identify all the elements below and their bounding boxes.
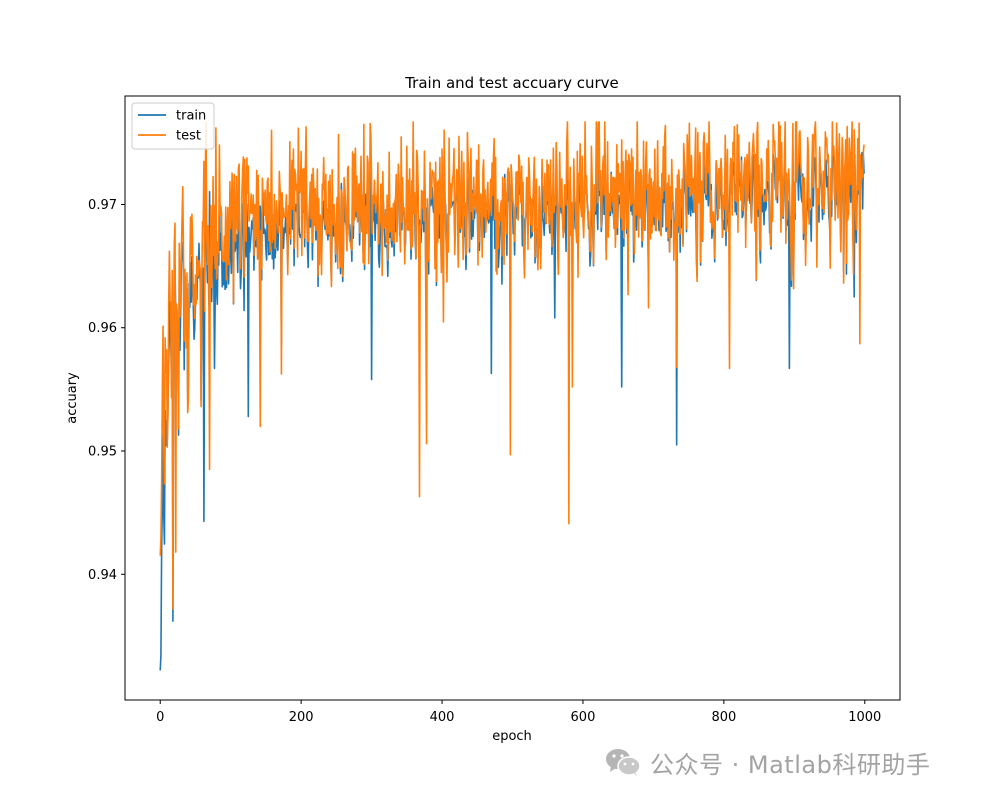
x-tick-label: 800 (711, 710, 736, 725)
x-tick-label: 1000 (848, 710, 881, 725)
x-tick-label: 600 (571, 710, 596, 725)
x-axis-label: epoch (492, 729, 532, 744)
x-tick-label: 0 (156, 710, 164, 725)
x-tick-label: 200 (289, 710, 314, 725)
y-axis-label: accuary (65, 372, 80, 424)
y-tick-label: 0.96 (88, 321, 117, 336)
wechat-icon (606, 749, 641, 777)
plot-frame (124, 95, 901, 701)
series-line-test (159, 121, 865, 610)
y-tick-label: 0.97 (88, 198, 117, 213)
y-tick-label: 0.95 (88, 445, 117, 460)
x-tick-label: 400 (430, 710, 455, 725)
y-axis: 0.94 0.95 0.96 0.97 (88, 198, 125, 583)
legend-label-train: train (176, 109, 206, 124)
legend: train test (131, 102, 215, 150)
legend-label-test: test (176, 129, 201, 144)
watermark-text: 公众号 · Matlab科研助手 (650, 750, 931, 779)
series-layer (159, 121, 865, 671)
x-axis: 0 200 400 600 800 1000 (156, 700, 881, 725)
chart-title: Train and test accuary curve (404, 74, 619, 92)
watermark: 公众号 · Matlab科研助手 (604, 742, 930, 782)
y-tick-label: 0.94 (88, 568, 117, 583)
